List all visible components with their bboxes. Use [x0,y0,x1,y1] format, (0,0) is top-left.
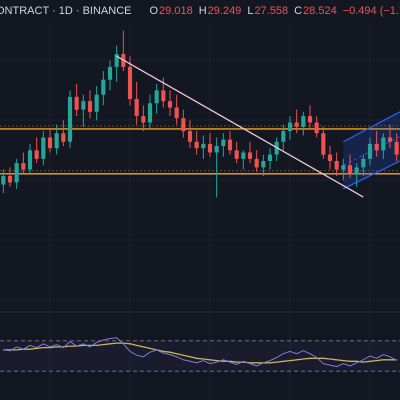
candle-body [74,96,79,110]
horizontal-levels[interactable] [0,125,400,175]
candle-body [387,137,393,142]
candle-body [227,139,233,151]
high-label: H [198,5,207,17]
candle-body [47,137,53,149]
candle-body [187,131,193,142]
candle-body [321,133,326,155]
candle-body [361,158,366,168]
candle-body [7,175,13,183]
candles-series [1,30,399,198]
candle-body [167,101,173,108]
candle-body [294,122,299,127]
close-label: C [294,5,303,17]
candle-body [327,154,333,161]
candle-body [287,122,293,132]
rsi-line [3,337,397,368]
candle-body [94,94,99,112]
candle-body [154,90,159,104]
candle-body [267,154,273,161]
candle-body [101,79,106,95]
rsi-ma-line [3,342,397,364]
candle-body [354,167,359,174]
candle-body [61,133,66,142]
candle-body [314,122,319,134]
trendline [116,55,364,198]
candle-body [21,163,26,170]
rsi-band [0,340,400,372]
candle-body [214,146,219,153]
high-value: 29.249 [207,5,242,17]
candle-body [381,137,386,151]
candle-body [281,131,286,142]
candle-body [194,141,199,149]
candle-body [14,163,19,183]
candle-body [394,141,399,155]
candle-body [341,165,346,170]
low-value: 27.558 [254,5,289,17]
low-label: L [247,5,254,17]
candle-body [221,139,226,147]
candle-body [207,143,213,153]
candle-body [54,133,59,149]
candle-body [181,118,186,132]
open-value: 29.018 [159,5,193,17]
candle-body [301,116,306,127]
candle-body [67,96,73,142]
candle-body [367,143,373,159]
candle-body [114,54,119,67]
change-value: −0.494 (−1.70%) [342,5,400,17]
candle-body [147,103,153,123]
candle-body [334,161,339,170]
candle-body [107,66,113,80]
candle-body [347,165,353,174]
candle-body [141,116,146,123]
candle-body [201,143,206,149]
candle-body [247,152,253,159]
candle-body [81,101,86,110]
channel-upper-line [343,111,400,143]
rsi-pane [0,337,400,372]
open-label: O [149,5,159,17]
candle-body [174,107,179,119]
candle-body [307,116,313,123]
candle-body [134,98,139,117]
candle-body [254,158,259,168]
candle-body [27,150,33,170]
candle-body [34,150,39,159]
candle-body [127,66,133,99]
candle-body [161,90,166,102]
candle-body [41,137,46,159]
candle-body [1,175,6,185]
chart-grid [0,22,400,400]
symbol-label[interactable]: ONTRACT · 1D · BINANCE [0,5,132,17]
candle-body [374,143,379,151]
channel-lower-line [343,160,400,190]
close-value: 28.524 [303,5,337,17]
candle-body [87,101,93,112]
candle-body [241,152,246,159]
candle-body [261,161,266,168]
chart-legend-header: ONTRACT · 1D · BINANCE O 29.018 H 29.249 L… [0,0,400,22]
trendline-drawing[interactable] [116,55,364,198]
candle-body [234,150,239,159]
